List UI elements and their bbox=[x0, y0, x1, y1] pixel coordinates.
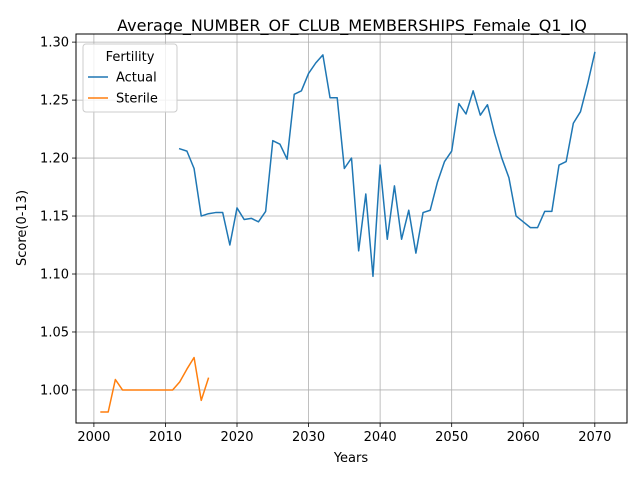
plot-frame bbox=[75, 33, 628, 424]
y-tick-label: 1.15 bbox=[40, 210, 69, 225]
x-tick-label: 2030 bbox=[292, 430, 325, 445]
legend-label-actual: Actual bbox=[116, 71, 157, 86]
y-axis-label: Score(0-13) bbox=[15, 190, 30, 266]
series-line-actual bbox=[178, 51, 596, 278]
x-tick-label: 2000 bbox=[77, 430, 110, 445]
legend-box bbox=[82, 43, 178, 113]
series-lines bbox=[100, 51, 596, 413]
x-tick-label: 2070 bbox=[578, 430, 611, 445]
x-axis-label: Years bbox=[333, 451, 369, 466]
x-tick-label: 2020 bbox=[220, 430, 253, 445]
y-tick-label: 1.05 bbox=[40, 325, 69, 340]
legend: Fertility Actual Sterile bbox=[82, 43, 178, 113]
chart-title: Average_NUMBER_OF_CLUB_MEMBERSHIPS_Femal… bbox=[117, 16, 587, 36]
x-tick-label: 2010 bbox=[149, 430, 182, 445]
legend-title: Fertility bbox=[106, 50, 155, 65]
y-axis-ticks: 1.00 1.05 1.10 1.15 1.20 1.25 1.30 bbox=[40, 36, 76, 398]
series-line-sterile bbox=[100, 356, 210, 413]
x-tick-label: 2040 bbox=[364, 430, 397, 445]
x-tick-label: 2060 bbox=[507, 430, 540, 445]
x-axis-ticks: 2000 2010 2020 2030 2040 2050 2060 2070 bbox=[77, 423, 611, 445]
legend-items: Actual Sterile bbox=[88, 71, 158, 107]
y-tick-label: 1.00 bbox=[40, 383, 69, 398]
y-tick-label: 1.10 bbox=[40, 268, 69, 283]
x-tick-label: 2050 bbox=[435, 430, 468, 445]
y-tick-label: 1.30 bbox=[40, 36, 69, 51]
y-tick-label: 1.25 bbox=[40, 94, 69, 109]
legend-label-sterile: Sterile bbox=[116, 92, 158, 107]
y-tick-label: 1.20 bbox=[40, 152, 69, 167]
